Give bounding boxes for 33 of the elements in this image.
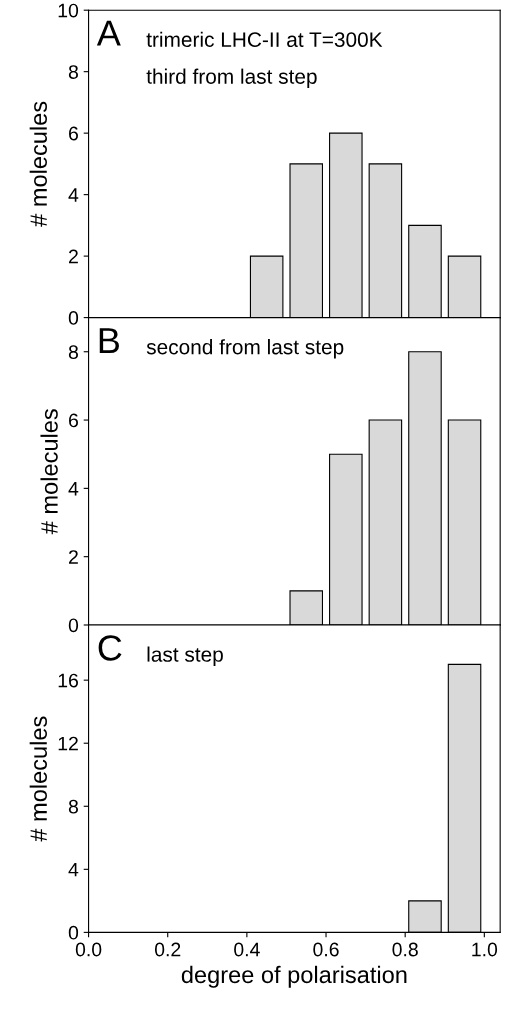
x-tick-label: 0.0 [75, 942, 102, 957]
annotation: trimeric LHC-II at T=300K [146, 31, 383, 48]
y-tick-label: 8 [68, 345, 78, 359]
y-tick-label: 2 [69, 550, 78, 564]
x-tick-label: 0.2 [154, 942, 181, 957]
y-tick-label: 6 [69, 126, 78, 141]
x-tick-label: 1.0 [472, 942, 498, 957]
y-tick-label: 0 [68, 925, 79, 940]
y-tick-label: 4 [68, 188, 79, 202]
y-tick-label: 8 [68, 799, 78, 814]
y-tick-label: 0 [68, 618, 79, 633]
annotation: A [96, 20, 121, 46]
y-tick-label: 4 [68, 482, 79, 496]
y-tick-label: 10 [58, 3, 79, 18]
x-tick-label: 0.8 [392, 942, 418, 957]
y-axis-title: # molecules [40, 409, 58, 535]
y-axis-title: # molecules [29, 716, 47, 842]
annotation: B [99, 328, 119, 353]
y-axis-title: # molecules [29, 101, 47, 227]
y-tick-label: 8 [68, 65, 78, 79]
y-tick-label: 12 [58, 736, 78, 751]
annotation: last step [147, 646, 223, 666]
annotation: C [98, 635, 122, 661]
x-tick-label: 0.6 [313, 942, 339, 957]
x-axis-title: degree of polarisation [181, 965, 407, 988]
y-tick-label: 4 [68, 863, 79, 877]
annotation: third from last step [146, 68, 317, 89]
y-tick-label: 2 [69, 249, 78, 264]
y-tick-label: 6 [69, 413, 78, 428]
annotation: second from last step [146, 339, 344, 359]
x-tick-label: 0.4 [234, 942, 260, 957]
y-tick-label: 16 [58, 673, 78, 688]
y-tick-label: 0 [68, 311, 79, 325]
